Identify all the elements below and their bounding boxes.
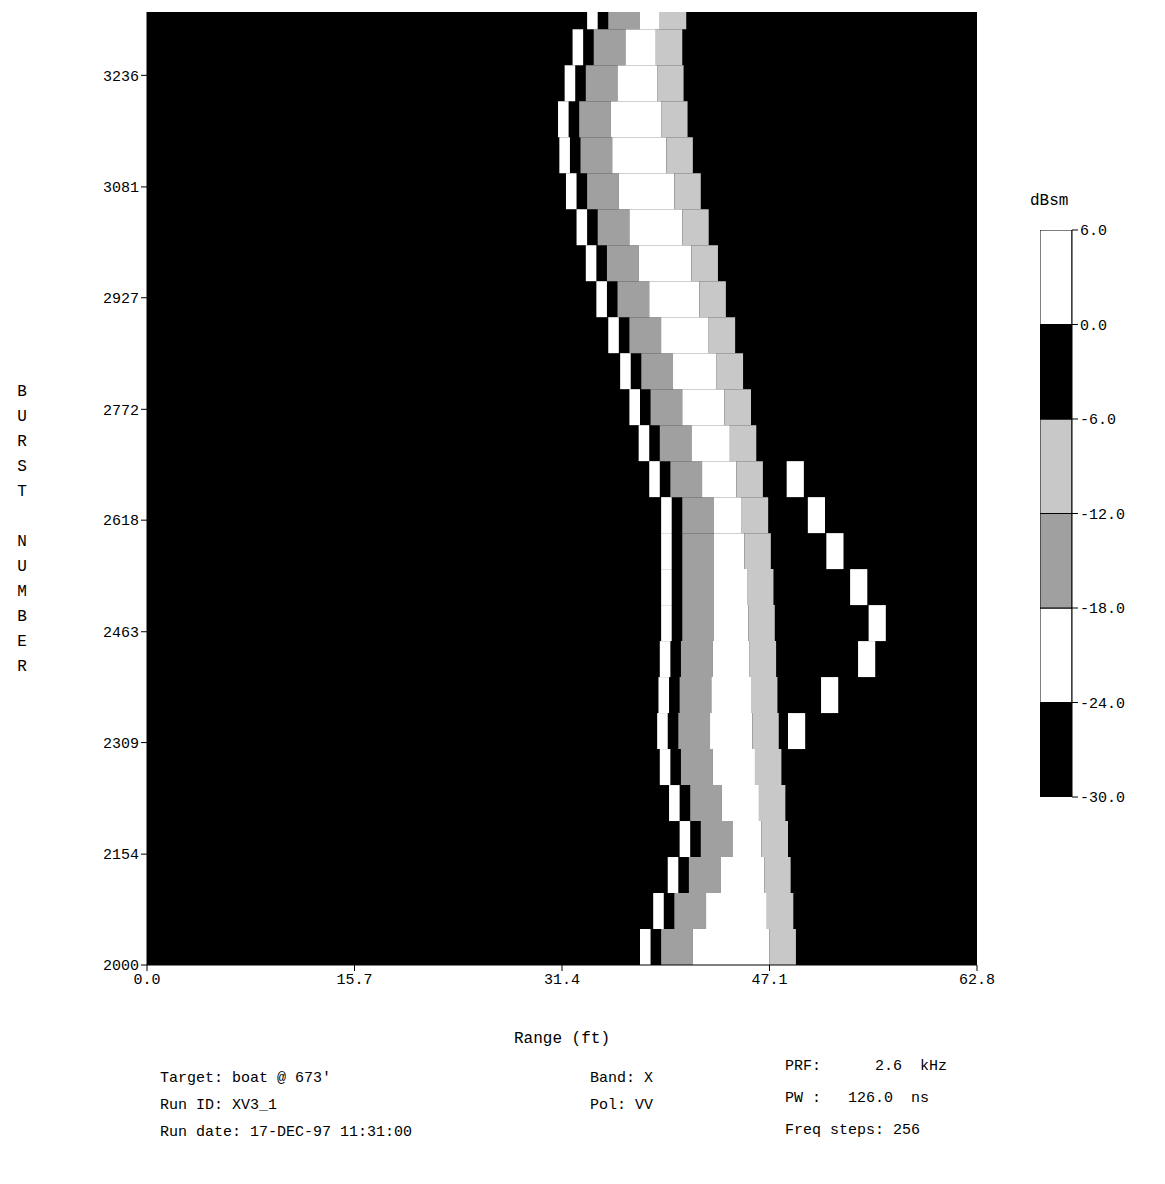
svg-text:2463: 2463	[103, 625, 139, 642]
html-text:M: M	[17, 583, 27, 601]
html-text:B: B	[17, 383, 27, 401]
svg-text:2927: 2927	[103, 291, 139, 308]
html-text:T: T	[17, 483, 27, 501]
html-text:PRF: 2.6 kHz: PRF: 2.6 kHz	[785, 1058, 947, 1075]
html-text:E: E	[17, 633, 27, 651]
html-text:Freq steps: 256: Freq steps: 256	[785, 1122, 920, 1139]
html-text:Run ID: XV3_1: Run ID: XV3_1	[160, 1097, 277, 1114]
svg-text:3081: 3081	[103, 180, 139, 197]
html-text:Range (ft): Range (ft)	[514, 1030, 610, 1048]
svg-text:15.7: 15.7	[336, 972, 372, 989]
svg-text:-30.0: -30.0	[1080, 790, 1125, 807]
html-text:R: R	[17, 658, 27, 676]
svg-text:2000: 2000	[103, 958, 139, 975]
svg-text:-18.0: -18.0	[1080, 601, 1125, 618]
svg-text:6.0: 6.0	[1080, 223, 1107, 240]
svg-text:-6.0: -6.0	[1080, 412, 1116, 429]
html-text:Run date: 17-DEC-97 11:31:00: Run date: 17-DEC-97 11:31:00	[160, 1124, 412, 1141]
svg-text:3236: 3236	[103, 69, 139, 86]
svg-text:-24.0: -24.0	[1080, 696, 1125, 713]
svg-text:0.0: 0.0	[133, 971, 161, 989]
svg-text:2772: 2772	[103, 403, 139, 420]
html-text:R: R	[17, 433, 27, 451]
svg-text:-12.0: -12.0	[1080, 507, 1125, 524]
html-text:U: U	[17, 558, 27, 576]
svg-text:0.0: 0.0	[1080, 318, 1107, 335]
html-text:dBsm: dBsm	[1030, 192, 1069, 210]
svg-text:31.4: 31.4	[544, 972, 580, 989]
html-text:U: U	[17, 408, 27, 426]
html-text:N: N	[17, 533, 27, 551]
svg-text:2309: 2309	[103, 736, 139, 753]
html-text:S: S	[17, 458, 27, 476]
html-text:Band: X: Band: X	[590, 1070, 653, 1087]
svg-text:2154: 2154	[103, 847, 139, 864]
html-text:Target: boat @ 673': Target: boat @ 673'	[160, 1070, 331, 1087]
html-text:Pol: VV: Pol: VV	[590, 1097, 653, 1114]
svg-text:2618: 2618	[103, 513, 139, 530]
html-text:PW : 126.0 ns: PW : 126.0 ns	[785, 1090, 929, 1107]
html-text:B: B	[17, 608, 27, 626]
svg-text:47.1: 47.1	[751, 972, 787, 989]
svg-text:62.8: 62.8	[959, 972, 995, 989]
